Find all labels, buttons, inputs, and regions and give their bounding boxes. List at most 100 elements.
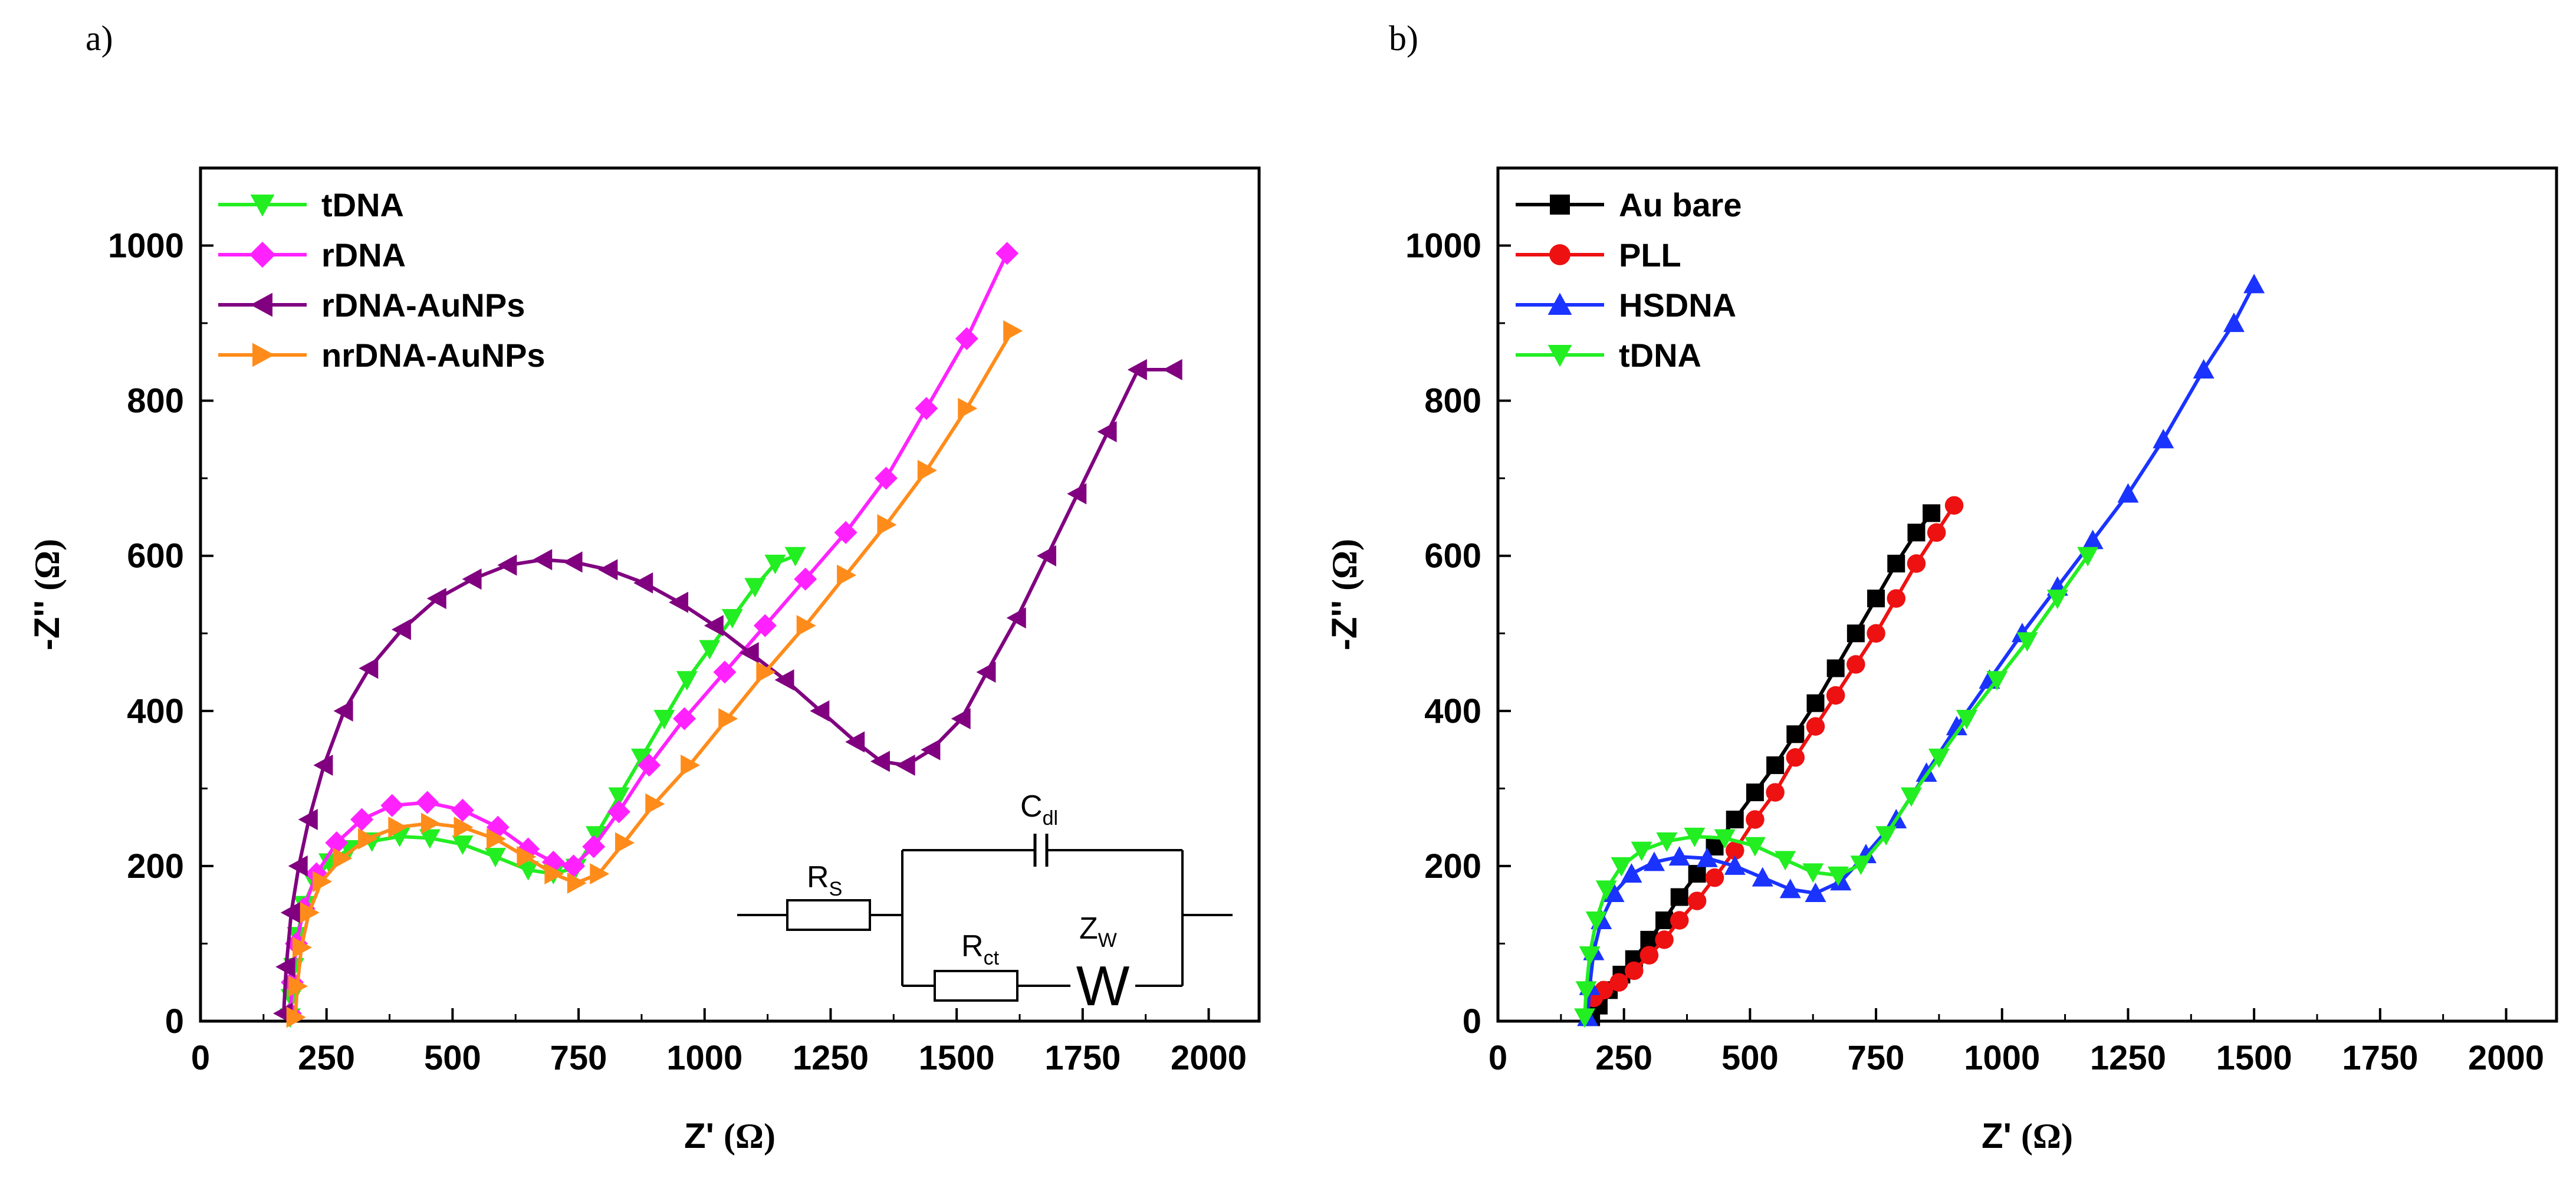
data-point	[1097, 421, 1117, 443]
x-tick-label: 750	[550, 1039, 607, 1077]
data-point	[1696, 847, 1718, 867]
y-tick-label: 600	[1424, 537, 1481, 575]
data-point	[1766, 756, 1785, 774]
data-point	[286, 1006, 306, 1028]
data-point	[1887, 589, 1906, 608]
series-pll	[1584, 496, 1964, 1008]
series-nrdna-aunps	[286, 320, 1023, 1028]
series-line	[293, 330, 1014, 1018]
x-tick-label: 1500	[919, 1039, 995, 1077]
data-point	[2243, 274, 2265, 294]
data-point	[333, 847, 353, 869]
data-point	[333, 700, 353, 722]
legend-marker	[1549, 244, 1570, 265]
data-point	[744, 578, 766, 598]
data-point	[1656, 832, 1678, 852]
data-point	[951, 707, 971, 729]
x-tick-label: 750	[1848, 1039, 1905, 1077]
x-tick-label: 500	[424, 1039, 481, 1077]
data-point	[2016, 632, 2038, 652]
legend-label: tDNA	[1619, 337, 1701, 374]
data-point	[1875, 826, 1897, 846]
panel-letter: a)	[86, 19, 113, 58]
x-axis-title: Z' (Ω)	[1982, 1116, 2073, 1156]
data-point	[288, 855, 308, 877]
data-point	[280, 901, 300, 923]
data-point	[1687, 891, 1707, 910]
y-tick-label: 800	[1424, 382, 1481, 420]
data-point	[1846, 624, 1865, 643]
data-point	[590, 863, 610, 885]
data-point	[1779, 878, 1801, 899]
label-rct-sub: ct	[984, 947, 1000, 969]
data-point	[673, 707, 696, 730]
x-tick-label: 250	[298, 1039, 355, 1077]
y-tick-label: 400	[1424, 692, 1481, 730]
data-point	[1668, 846, 1690, 866]
data-point	[1670, 911, 1689, 930]
data-point	[1670, 888, 1688, 906]
data-point	[1887, 554, 1905, 572]
data-point	[533, 549, 553, 571]
legend-marker	[1547, 345, 1572, 367]
data-point	[420, 812, 441, 834]
data-point	[300, 901, 320, 923]
data-point	[1766, 783, 1785, 802]
panel-a: a) 0 250 500 750 1000 1250 1500 1750 2000 0 200 400 6…	[27, 19, 1261, 1156]
x-axis-title-text: Z'	[1982, 1116, 2012, 1156]
data-point	[1923, 504, 1941, 522]
series-line	[282, 368, 1174, 1014]
data-point	[1746, 810, 1765, 829]
data-point	[1846, 655, 1865, 674]
label-zw-sub: W	[1098, 929, 1117, 952]
data-point	[1725, 841, 1744, 860]
y-tick-label: 800	[127, 382, 184, 420]
data-point	[451, 798, 474, 822]
data-point	[955, 327, 978, 350]
data-point	[958, 397, 978, 419]
data-point	[567, 872, 587, 894]
y-axis-title: -Z'' (Ω)	[1325, 539, 1364, 650]
x-axis-unit: (Ω)	[724, 1117, 776, 1156]
data-point	[1826, 659, 1845, 677]
label-rct-main: R	[961, 929, 984, 963]
x-tick-label: 1750	[2342, 1039, 2418, 1077]
data-point	[380, 794, 404, 817]
x-tick-label: 1000	[666, 1039, 742, 1077]
data-point	[774, 669, 794, 691]
data-point	[1609, 973, 1628, 992]
data-point	[563, 551, 583, 573]
data-point	[718, 707, 738, 729]
data-point	[917, 460, 937, 482]
data-point	[359, 657, 379, 679]
data-point	[1956, 709, 1977, 729]
y-tick-label: 0	[165, 1002, 184, 1041]
y-axis-unit: (Ω)	[1325, 539, 1364, 591]
data-point	[517, 846, 537, 868]
data-point	[388, 817, 408, 838]
label-cdl: Cdl	[1020, 789, 1058, 830]
data-point	[1944, 496, 1964, 515]
data-point	[1746, 783, 1764, 801]
data-point	[462, 568, 482, 590]
data-point	[681, 754, 701, 776]
data-point	[874, 466, 898, 490]
data-point	[1574, 1008, 1596, 1028]
series-au-bare	[1582, 504, 1941, 1026]
x-tick-label: 0	[1489, 1039, 1507, 1077]
data-point	[645, 793, 665, 815]
data-point	[837, 564, 857, 586]
data-point	[608, 787, 630, 807]
data-point	[1786, 748, 1805, 767]
data-point	[1726, 810, 1744, 828]
data-point	[1127, 359, 1147, 381]
data-point	[895, 754, 915, 776]
label-zw: ZW	[1079, 911, 1117, 952]
data-point	[2046, 590, 2068, 610]
x-tick-label: 500	[1721, 1039, 1779, 1077]
series-tdna	[280, 547, 806, 1028]
data-point	[452, 835, 474, 855]
series-rdna-aunps	[273, 359, 1182, 1024]
data-point	[633, 572, 653, 594]
data-point	[1611, 857, 1632, 877]
